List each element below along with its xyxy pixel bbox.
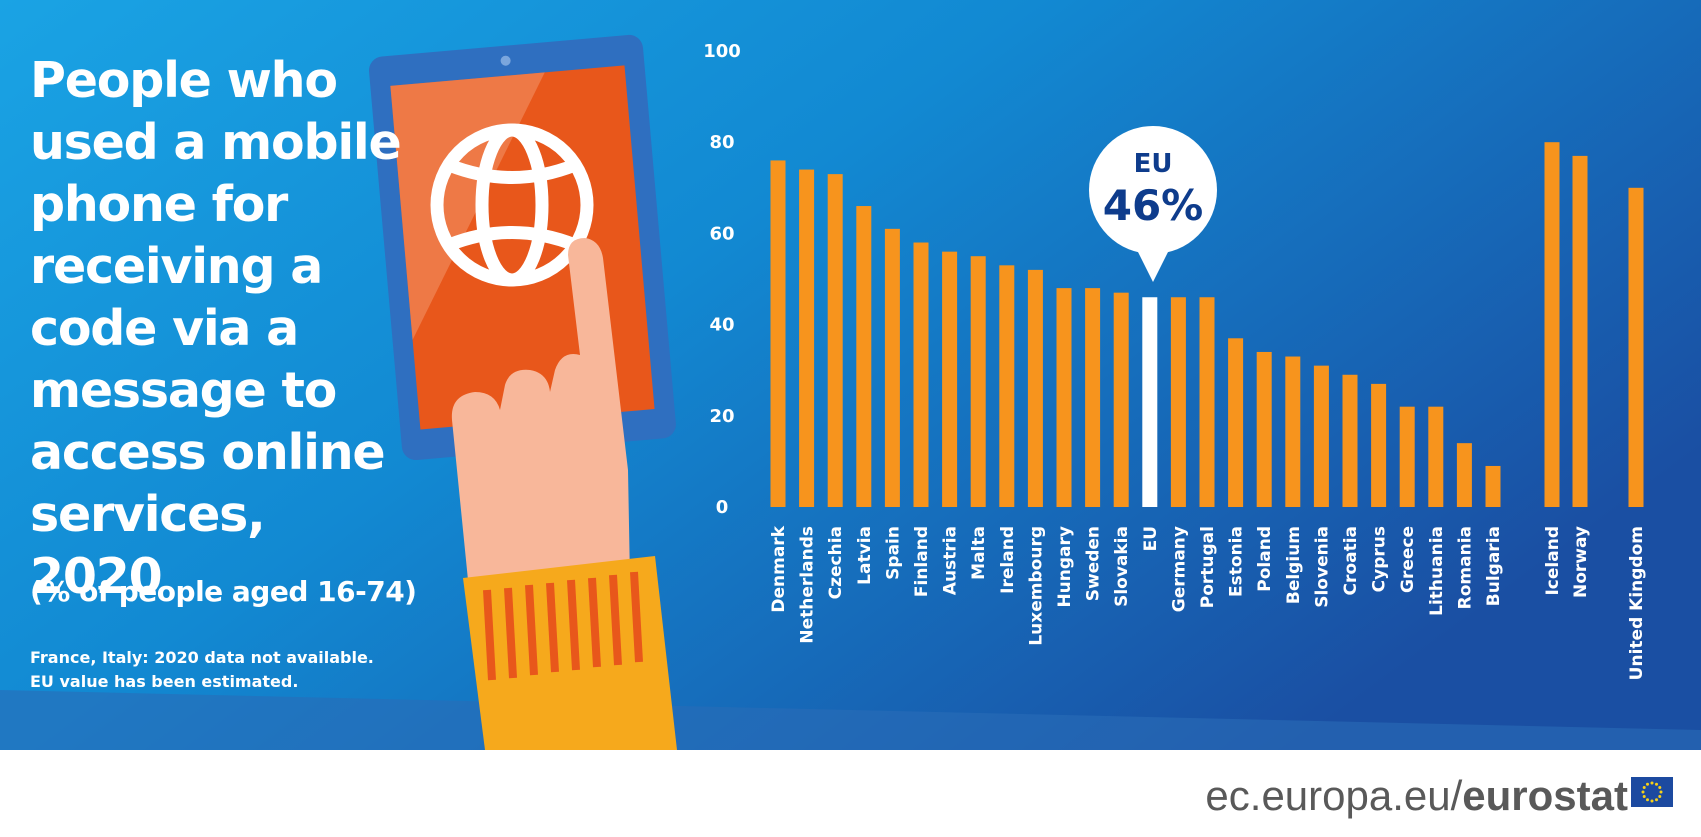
bar-romania [1456, 443, 1472, 507]
y-tick-label: 40 [709, 315, 734, 336]
flag-star [1655, 798, 1658, 802]
x-axis-labels: Denmark Netherlands Czechia Latvia Spain Finl… [769, 525, 1647, 680]
globe-icon [430, 123, 594, 287]
x-tick-label: EU [1141, 526, 1161, 551]
flag-star [1641, 790, 1645, 794]
brand-name: eurostat [1462, 772, 1628, 819]
eu-flag-icon [1631, 777, 1673, 807]
bar-lithuania [1428, 406, 1444, 507]
bar-denmark [770, 160, 786, 507]
bars [770, 142, 1644, 508]
x-tick-label: Luxembourg [1026, 526, 1046, 646]
site-url: ec.europa.eu/ [1205, 772, 1463, 819]
x-tick-label: Romania [1455, 526, 1475, 609]
flag-star [1650, 781, 1654, 785]
bar-portugal [1199, 297, 1215, 507]
bar-finland [913, 242, 929, 507]
x-tick-label: Portugal [1198, 526, 1218, 608]
y-tick-label: 20 [709, 406, 734, 427]
flag-star [1646, 782, 1649, 786]
x-tick-label: Hungary [1055, 526, 1075, 608]
bar-sweden [1085, 288, 1101, 507]
x-tick-label: Belgium [1284, 526, 1304, 604]
x-tick-label: Croatia [1341, 526, 1361, 595]
y-tick-label: 80 [709, 132, 734, 153]
chart-subtitle: (% of people aged 16-74) [30, 575, 417, 608]
flag-star [1659, 790, 1663, 794]
bar-slovakia [1113, 292, 1129, 507]
bar-poland [1256, 351, 1272, 507]
bar-germany [1170, 297, 1186, 507]
y-axis: 0 20 40 60 80 100 [703, 41, 741, 518]
x-tick-label: United Kingdom [1627, 526, 1647, 680]
flag-star [1646, 798, 1649, 802]
y-tick-label: 100 [703, 41, 741, 62]
y-tick-label: 0 [716, 497, 729, 518]
x-tick-label: Spain [883, 526, 903, 580]
bar-czechia [827, 174, 843, 507]
x-tick-label: Ireland [998, 526, 1018, 594]
bar-estonia [1228, 338, 1244, 507]
footnote-2: EU value has been estimated. [30, 672, 299, 691]
bar-latvia [856, 206, 872, 508]
bar-luxembourg [1027, 269, 1043, 507]
flag-star [1642, 786, 1646, 789]
x-tick-label: Norway [1571, 526, 1591, 598]
flag-star [1650, 799, 1654, 803]
bar-belgium [1285, 356, 1301, 507]
x-tick-label: Lithuania [1427, 526, 1447, 616]
x-tick-label: Cyprus [1370, 526, 1390, 592]
x-tick-label: Denmark [769, 525, 789, 612]
bar-netherlands [799, 169, 815, 507]
smartphone-illustration [368, 34, 677, 750]
bar-united-kingdom [1628, 187, 1644, 508]
x-tick-label: Slovakia [1112, 526, 1132, 607]
eurostat-logo: ec.europa.eu/eurostat [1205, 772, 1628, 820]
footer [0, 750, 1701, 837]
hand-illustration [451, 238, 677, 750]
x-tick-label: Czechia [826, 526, 846, 599]
flag-star [1658, 795, 1662, 798]
flag-star [1655, 782, 1658, 786]
bar-bulgaria [1485, 465, 1501, 507]
bar-iceland [1544, 142, 1560, 507]
x-tick-label: Greece [1398, 526, 1418, 593]
bar-austria [942, 251, 958, 507]
bar-hungary [1056, 288, 1072, 507]
bar-eu [1142, 297, 1158, 507]
bar-ireland [999, 265, 1015, 507]
x-tick-label: Netherlands [798, 526, 818, 644]
x-tick-label: Latvia [855, 526, 875, 585]
x-tick-label: Iceland [1543, 526, 1563, 596]
x-tick-label: Estonia [1227, 526, 1247, 597]
flag-star [1642, 795, 1646, 798]
bar-cyprus [1371, 383, 1387, 507]
callout-value: 46% [1103, 181, 1204, 230]
x-tick-label: Germany [1169, 526, 1189, 612]
y-tick-label: 60 [709, 223, 734, 244]
x-tick-label: Austria [941, 526, 961, 595]
x-tick-label: Sweden [1084, 526, 1104, 601]
bar-croatia [1342, 374, 1358, 507]
eu-callout: EU 46% [1089, 126, 1217, 282]
footnote-1: France, Italy: 2020 data not available. [30, 648, 374, 667]
x-tick-label: Finland [912, 526, 932, 597]
flag-star [1658, 786, 1662, 789]
x-tick-label: Slovenia [1312, 526, 1332, 608]
x-tick-label: Bulgaria [1484, 526, 1504, 606]
bar-norway [1572, 155, 1588, 507]
bar-spain [884, 228, 900, 507]
x-tick-label: Poland [1255, 526, 1275, 592]
x-tick-label: Malta [969, 526, 989, 580]
bar-malta [970, 256, 986, 507]
bar-chart: 0 20 40 60 80 100 Denmark Netherlands Czechia La… [703, 41, 1647, 680]
bar-slovenia [1313, 365, 1329, 507]
chart-title: People who used a mobile phone for recei… [30, 52, 402, 605]
callout-label: EU [1134, 149, 1173, 179]
bar-greece [1399, 406, 1415, 507]
